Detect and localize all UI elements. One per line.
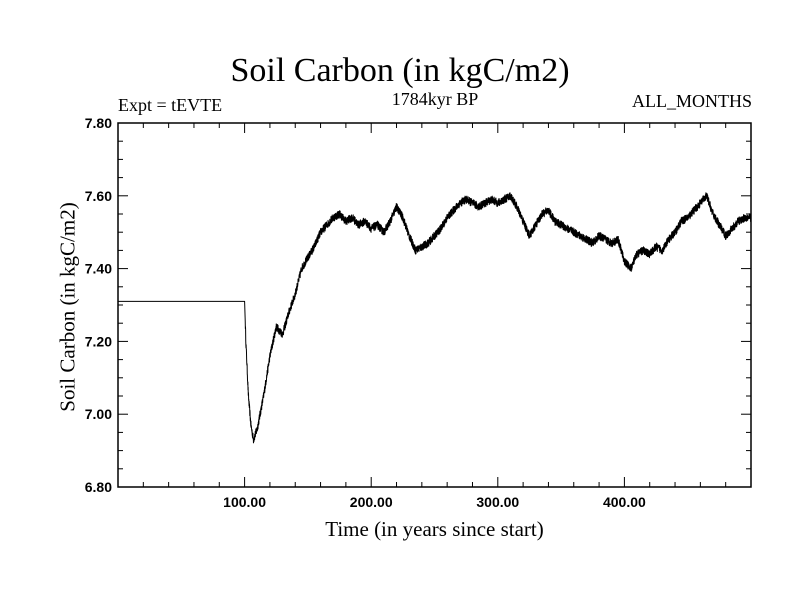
months-annotation: ALL_MONTHS xyxy=(632,91,752,111)
chart-subtitle: 1784kyr BP xyxy=(391,89,479,109)
chart-title: Soil Carbon (in kgC/m2) xyxy=(230,52,570,89)
y-tick-label: 7.00 xyxy=(85,406,112,422)
x-tick-label: 200.00 xyxy=(350,494,393,510)
x-tick-label: 300.00 xyxy=(476,494,519,510)
y-tick-label: 7.40 xyxy=(85,261,112,277)
series-group xyxy=(117,192,752,444)
x-axis-label: Time (in years since start) xyxy=(325,517,544,541)
experiment-annotation: Expt = tEVTE xyxy=(118,95,223,115)
y-tick-label: 7.20 xyxy=(85,333,112,349)
y-tick-label: 7.60 xyxy=(85,188,112,204)
y-tick-label: 7.80 xyxy=(85,115,112,131)
plot-frame xyxy=(117,122,752,488)
axis-tick-labels: 100.00 200.00 300.00 400.00 6.80 7.00 7.20 7.40… xyxy=(85,115,646,510)
axis-ticks xyxy=(118,123,751,487)
y-tick-label: 6.80 xyxy=(85,479,112,495)
series-line xyxy=(117,192,752,444)
x-tick-label: 100.00 xyxy=(223,494,266,510)
x-tick-label: 400.00 xyxy=(603,494,646,510)
